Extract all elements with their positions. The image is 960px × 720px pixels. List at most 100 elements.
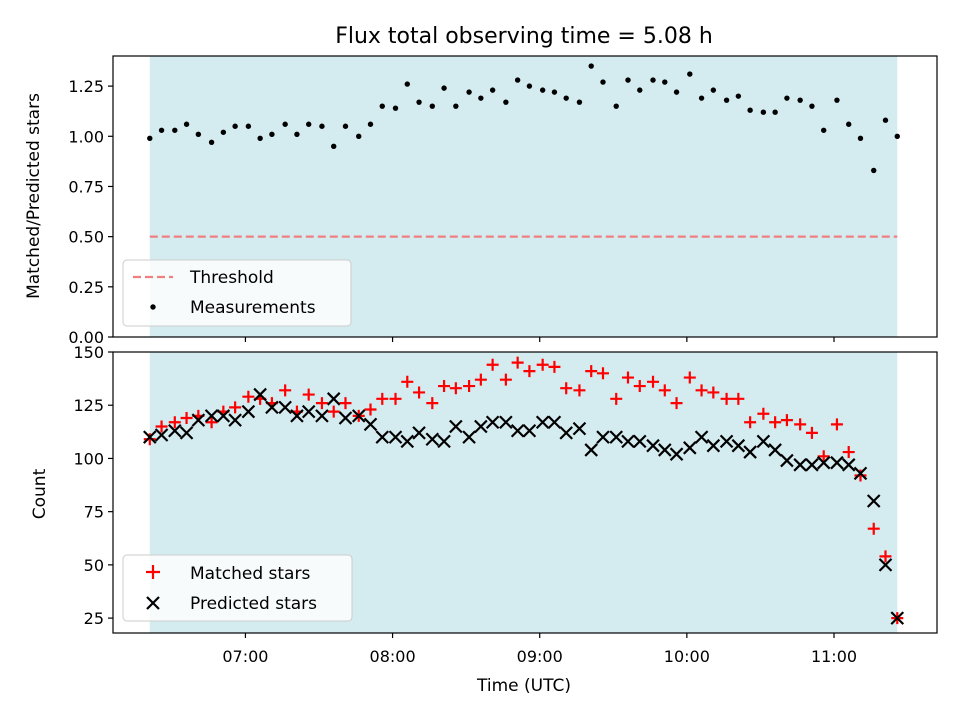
matched-star-point xyxy=(720,392,733,405)
measurement-point xyxy=(257,135,263,141)
matched-star-point xyxy=(879,550,892,563)
matched-star-point xyxy=(339,397,352,410)
measurement-point xyxy=(894,133,900,139)
measurement-point xyxy=(478,95,484,101)
measurement-point xyxy=(306,121,312,127)
measurement-point xyxy=(367,121,374,127)
measurement-point xyxy=(563,95,569,101)
matched-star-point xyxy=(205,416,218,429)
measurement-point xyxy=(416,99,422,105)
measurement-point xyxy=(698,95,705,101)
y-tick-label: 1.00 xyxy=(68,127,104,146)
matched-star-point xyxy=(474,373,487,386)
predicted-star-point xyxy=(485,415,500,430)
y-tick-label: 125 xyxy=(73,396,104,415)
measurement-point xyxy=(282,121,288,127)
predicted-star-point xyxy=(375,430,390,444)
legend-measurements-label: Measurements xyxy=(190,298,316,318)
predicted-star-point xyxy=(363,417,378,432)
matched-star-point xyxy=(511,356,524,369)
measurement-point xyxy=(342,123,349,129)
matched-star-point xyxy=(585,365,598,378)
measurement-point xyxy=(172,127,178,133)
matched-star-point xyxy=(732,392,745,405)
bottom-legend-box xyxy=(122,554,353,622)
matched-star-point xyxy=(867,522,880,535)
measurement-point xyxy=(356,133,362,139)
y-tick-label: 75 xyxy=(84,503,104,522)
matched-star-point xyxy=(536,358,549,371)
matched-star-point xyxy=(757,407,770,420)
matched-star-point xyxy=(426,397,439,410)
bottom-axes-frame xyxy=(112,351,938,634)
predicted-star-point xyxy=(290,409,304,423)
measurement-point xyxy=(551,89,558,95)
predicted-star-point xyxy=(743,445,757,459)
predicted-star-point xyxy=(706,438,721,453)
legend-matched-swatch xyxy=(146,565,160,579)
predicted-star-point xyxy=(866,494,881,508)
legend-predicted-label: Predicted stars xyxy=(190,594,317,614)
matched-star-point xyxy=(780,414,793,427)
x-tick-label: 08:00 xyxy=(370,647,416,666)
bottom-xlabel: Time (UTC) xyxy=(476,676,571,696)
matched-star-point xyxy=(463,380,476,393)
predicted-star-point xyxy=(253,387,267,402)
matched-star-point xyxy=(658,384,671,397)
matched-star-point xyxy=(486,358,499,371)
predicted-star-point xyxy=(890,611,905,625)
measurement-point xyxy=(588,63,594,69)
matched-star-point xyxy=(364,403,377,416)
y-tick-label: 150 xyxy=(73,343,104,362)
predicted-star-point xyxy=(841,458,856,472)
measurement-point xyxy=(147,135,153,141)
predicted-star-point xyxy=(547,415,562,430)
matched-star-point xyxy=(499,373,512,386)
matched-star-point xyxy=(327,405,340,418)
predicted-star-point xyxy=(658,443,672,457)
matched-star-point xyxy=(622,371,634,384)
predicted-star-point xyxy=(338,411,353,425)
matched-star-point xyxy=(180,411,193,424)
predicted-star-point xyxy=(878,558,893,572)
predicted-star-point xyxy=(756,434,771,449)
matched-star-point xyxy=(143,433,156,446)
predicted-star-point xyxy=(154,428,169,442)
top-ylabel: Matched/Predicted stars xyxy=(24,93,44,299)
measurement-point xyxy=(834,97,840,103)
y-tick-label: 0.75 xyxy=(68,177,104,196)
legend-measurements-swatch xyxy=(150,304,156,310)
predicted-star-point xyxy=(351,409,366,423)
matched-star-point xyxy=(376,392,389,405)
predicted-star-point xyxy=(694,430,709,444)
matched-star-point xyxy=(315,397,328,410)
matched-star-point xyxy=(548,360,561,373)
measurement-point xyxy=(735,93,742,99)
predicted-star-point xyxy=(853,466,868,481)
measurement-point xyxy=(294,131,300,137)
measurement-point xyxy=(882,117,889,123)
matched-star-point xyxy=(596,367,609,380)
predicted-star-point xyxy=(830,455,844,470)
legend-predicted-swatch xyxy=(146,596,160,610)
predicted-star-point xyxy=(584,443,598,457)
matched-star-point xyxy=(842,446,855,459)
matched-star-point xyxy=(401,375,414,388)
measurement-point xyxy=(232,123,238,129)
measurement-point xyxy=(489,87,496,93)
predicted-star-point xyxy=(462,430,476,444)
y-tick-label: 0.00 xyxy=(68,328,104,347)
predicted-star-point xyxy=(646,438,660,453)
legend-matched-label: Matched stars xyxy=(190,564,310,584)
measurement-point xyxy=(871,167,877,174)
matched-star-point xyxy=(805,426,818,439)
predicted-star-point xyxy=(510,423,525,438)
predicted-star-point xyxy=(572,421,587,436)
predicted-star-point xyxy=(621,434,635,449)
top-panel: 0.00 0.25 0.50 0.75 1.00 1.25 Matched/Predict… xyxy=(24,55,938,347)
measurement-point xyxy=(392,105,399,111)
measurement-point xyxy=(650,77,656,83)
predicted-star-point xyxy=(719,434,734,449)
matched-star-point xyxy=(817,450,830,463)
top-axes-frame xyxy=(112,55,938,338)
